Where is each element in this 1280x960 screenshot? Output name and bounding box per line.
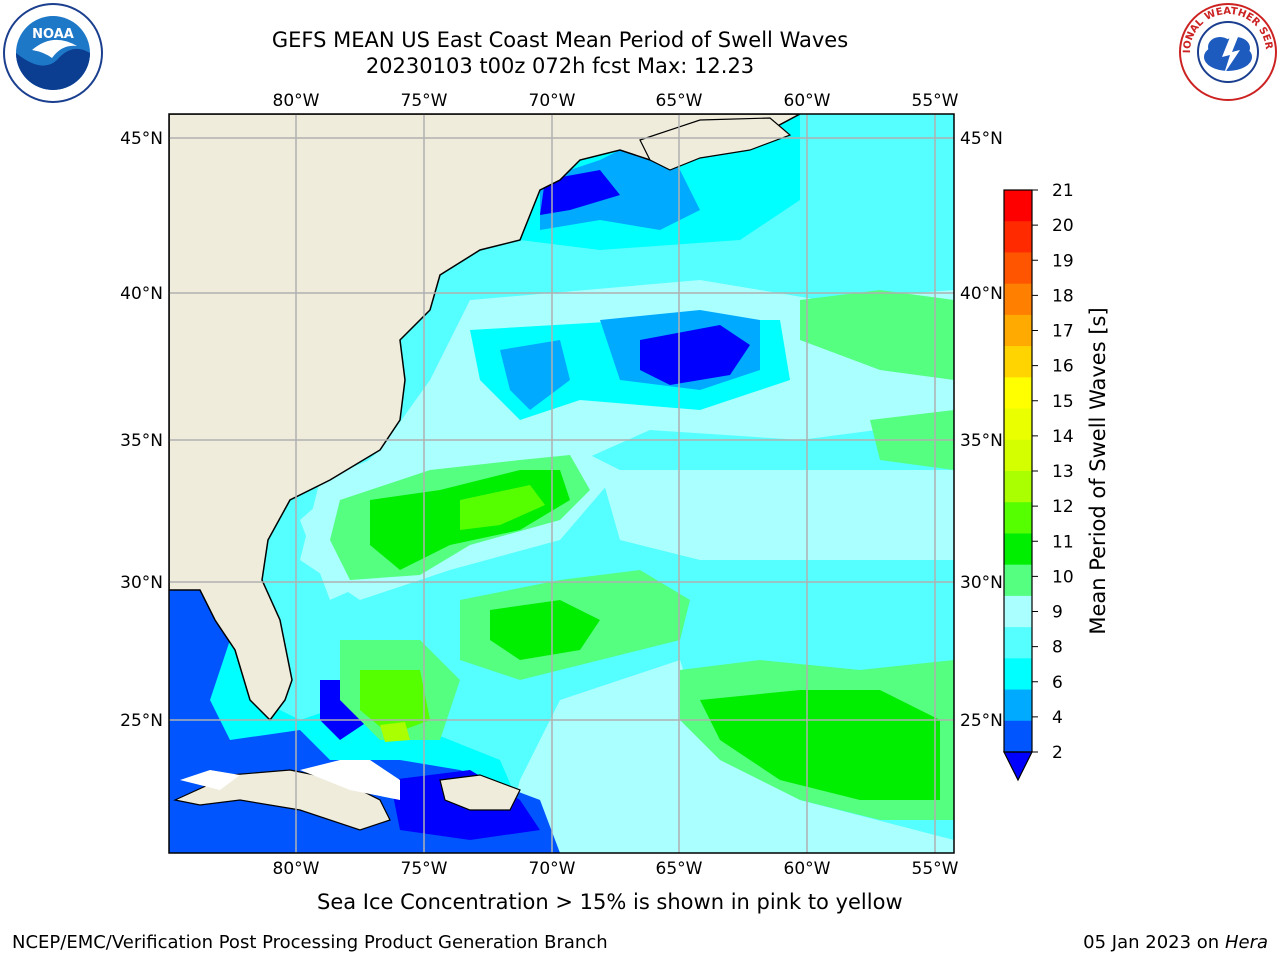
- colorbar-segment: [1004, 408, 1032, 441]
- lon-labels-top: 80°W 75°W 70°W 65°W 60°W 55°W: [273, 91, 959, 111]
- footer-host: Hera: [1224, 932, 1268, 953]
- lat-label: 25°N: [120, 711, 163, 731]
- lat-label: 45°N: [120, 129, 163, 149]
- lat-label: 30°N: [960, 573, 1003, 593]
- lon-label: 65°W: [656, 859, 703, 879]
- colorbar-tick-label: 21: [1052, 181, 1074, 201]
- map-subtitle: 20230103 t00z 072h fcst Max: 12.23: [365, 54, 755, 78]
- lon-label: 60°W: [784, 91, 831, 111]
- colorbar-segment: [1004, 190, 1032, 222]
- green-region: [800, 290, 954, 380]
- colorbar-segment: [1004, 627, 1032, 659]
- lon-label: 60°W: [784, 859, 831, 879]
- lat-label: 40°N: [960, 284, 1003, 304]
- lat-label: 40°N: [120, 284, 163, 304]
- footer-credit: NCEP/EMC/Verification Post Processing Pr…: [12, 932, 608, 953]
- colorbar-tick-label: 10: [1052, 567, 1074, 587]
- lat-label: 45°N: [960, 129, 1003, 149]
- colorbar-segment: [1004, 252, 1032, 285]
- land-cuba: [173, 769, 391, 831]
- land-us-east-coast: [169, 114, 801, 722]
- colorbar-segment: [1004, 502, 1032, 534]
- ocean-light-region: [600, 470, 954, 560]
- colorbar-extension: [1003, 751, 1033, 782]
- colorbar-tick-label: 16: [1052, 357, 1074, 377]
- land-hispaniola: [439, 774, 521, 811]
- max-region: [380, 722, 410, 742]
- lon-label: 70°W: [529, 91, 576, 111]
- nws-logo-icon: NATIONAL WEATHER SERVICE: [1178, 2, 1277, 101]
- colorbar-tick-label: 14: [1052, 427, 1074, 447]
- lat-labels-right: 45°N 40°N 35°N 30°N 25°N: [960, 129, 1003, 731]
- colorbar-tick-label: 11: [1052, 532, 1074, 552]
- lat-labels-left: 45°N 40°N 35°N 30°N 25°N: [120, 129, 163, 731]
- map-field: [169, 114, 954, 853]
- colorbar-tick-label: 18: [1052, 286, 1074, 306]
- lon-label: 55°W: [912, 91, 959, 111]
- colorbar-tick-label: 15: [1052, 392, 1074, 412]
- colorbar-tick-label: 17: [1052, 322, 1074, 342]
- colorbar-tick-label: 19: [1052, 251, 1074, 271]
- colorbar-tick-label: 2: [1052, 743, 1063, 763]
- lat-label: 35°N: [960, 431, 1003, 451]
- green-core-region: [700, 690, 940, 800]
- svg-text:NOAA: NOAA: [32, 27, 74, 42]
- colorbar-segment: [1004, 314, 1032, 347]
- colorbar-segment: [1004, 377, 1032, 410]
- green-bright-region: [360, 670, 430, 735]
- masked-area: [180, 770, 240, 790]
- lon-label: 80°W: [273, 91, 320, 111]
- colorbar-segment: [1004, 283, 1032, 316]
- lon-label: 80°W: [273, 859, 320, 879]
- colorbar-tick-label: 20: [1052, 216, 1074, 236]
- footer-date: 05 Jan 2023 on Hera: [1083, 932, 1268, 953]
- lon-label: 70°W: [529, 859, 576, 879]
- green-core-region: [490, 600, 600, 660]
- colorbar: 21 20 19 18 17 16 15 14 13 12 11 10 9 8 6 4 2: [1003, 181, 1074, 782]
- colorbar-segment: [1004, 346, 1032, 378]
- colorbar-segment: [1004, 658, 1032, 691]
- colorbar-label: Mean Period of Swell Waves [s]: [1086, 307, 1110, 634]
- colorbar-tick-label: 8: [1052, 638, 1063, 658]
- footer-date-text: 05 Jan 2023 on: [1083, 932, 1220, 953]
- lon-label: 75°W: [401, 91, 448, 111]
- colorbar-tick-label: 13: [1052, 462, 1074, 482]
- graticule: [169, 114, 954, 853]
- lon-label: 65°W: [656, 91, 703, 111]
- masked-area: [300, 760, 400, 800]
- colorbar-tick-label: 12: [1052, 497, 1074, 517]
- colorbar-segment: [1004, 221, 1032, 253]
- colorbar-segment: [1004, 689, 1032, 722]
- lat-label: 30°N: [120, 573, 163, 593]
- colorbar-segment: [1004, 471, 1032, 503]
- colorbar-segment: [1004, 720, 1032, 753]
- lon-labels-bottom: 80°W 75°W 70°W 65°W 60°W 55°W: [273, 859, 959, 879]
- colorbar-tick-label: 9: [1052, 603, 1063, 623]
- colorbar-tick-label: 4: [1052, 708, 1063, 728]
- colorbar-segment: [1004, 564, 1032, 597]
- map-title: GEFS MEAN US East Coast Mean Period of S…: [271, 28, 849, 52]
- colorbar-segment: [1004, 439, 1032, 472]
- green-bright-region: [460, 485, 545, 530]
- ocean-dark-blue-region: [540, 170, 620, 215]
- ocean-dark-blue-region: [640, 325, 750, 385]
- map-frame: [168, 113, 955, 854]
- noaa-logo-icon: NOAA: [3, 3, 103, 103]
- lat-label: 35°N: [120, 431, 163, 451]
- colorbar-segment: [1004, 595, 1032, 628]
- land-nova-scotia: [639, 117, 792, 171]
- lon-label: 55°W: [912, 859, 959, 879]
- sea-ice-note: Sea Ice Concentration > 15% is shown in …: [317, 890, 903, 914]
- colorbar-tick-label: 6: [1052, 673, 1063, 693]
- lon-label: 75°W: [401, 859, 448, 879]
- lat-label: 25°N: [960, 711, 1003, 731]
- colorbar-segment: [1004, 533, 1032, 566]
